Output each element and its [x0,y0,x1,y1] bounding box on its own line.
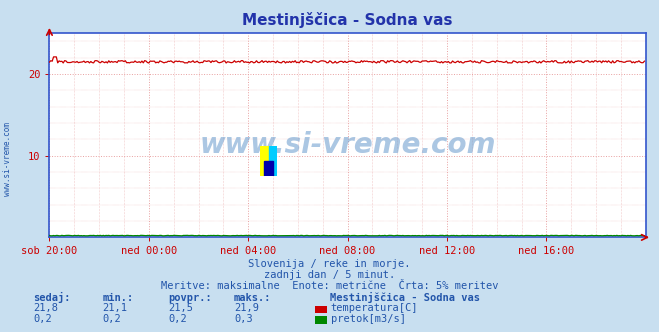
Text: sedaj:: sedaj: [33,292,71,303]
Text: Mestinjščica - Sodna vas: Mestinjščica - Sodna vas [330,292,480,303]
Text: Slovenija / reke in morje.: Slovenija / reke in morje. [248,259,411,269]
Text: 0,3: 0,3 [234,314,252,324]
Text: 0,2: 0,2 [102,314,121,324]
Text: Meritve: maksimalne  Enote: metrične  Črta: 5% meritev: Meritve: maksimalne Enote: metrične Črta… [161,281,498,291]
Title: Mestinjščica - Sodna vas: Mestinjščica - Sodna vas [243,12,453,28]
Text: maks.:: maks.: [234,293,272,303]
Text: 21,9: 21,9 [234,303,259,313]
Bar [260,146,269,176]
Text: www.si-vreme.com: www.si-vreme.com [200,131,496,159]
Text: povpr.:: povpr.: [168,293,212,303]
Text: temperatura[C]: temperatura[C] [331,303,418,313]
Text: 21,8: 21,8 [33,303,58,313]
Text: 21,1: 21,1 [102,303,127,313]
Text: www.si-vreme.com: www.si-vreme.com [3,123,13,196]
Text: min.:: min.: [102,293,133,303]
Text: 21,5: 21,5 [168,303,193,313]
Text: 0,2: 0,2 [33,314,51,324]
Text: zadnji dan / 5 minut.: zadnji dan / 5 minut. [264,270,395,280]
Text: 0,2: 0,2 [168,314,186,324]
Text: pretok[m3/s]: pretok[m3/s] [331,314,406,324]
Bar [264,161,273,176]
Bar [269,146,277,176]
